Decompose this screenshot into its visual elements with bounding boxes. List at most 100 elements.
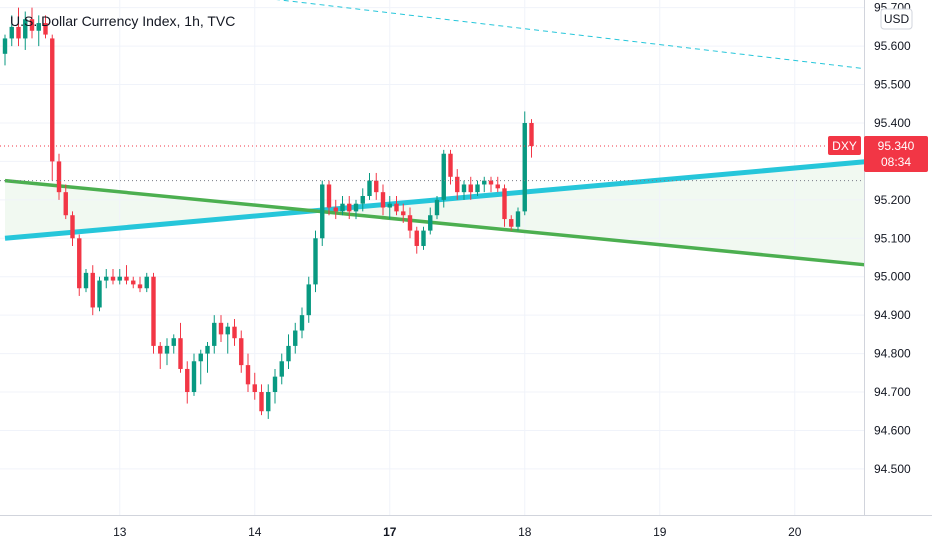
price-tick-label: 95.200 bbox=[874, 193, 911, 207]
candle bbox=[131, 276, 136, 289]
candle-body bbox=[293, 330, 298, 346]
candle-body bbox=[191, 361, 197, 393]
bar-countdown-text: 08:34 bbox=[881, 155, 911, 169]
candle-body bbox=[421, 230, 426, 246]
candle bbox=[502, 184, 507, 227]
candle-body bbox=[488, 180, 494, 185]
candle-body bbox=[401, 211, 406, 216]
candle-body bbox=[326, 184, 332, 208]
candle bbox=[259, 384, 264, 416]
time-tick-label: 19 bbox=[653, 525, 667, 539]
candle bbox=[340, 196, 345, 216]
candle bbox=[313, 230, 318, 293]
candle bbox=[124, 265, 129, 285]
candle bbox=[367, 172, 372, 200]
candle bbox=[144, 272, 149, 293]
candle bbox=[461, 180, 467, 200]
grid bbox=[0, 0, 864, 515]
candle bbox=[407, 207, 413, 239]
candle-body bbox=[340, 203, 345, 212]
symbol-badge bbox=[828, 136, 861, 155]
candle-body bbox=[56, 161, 62, 193]
currency-label[interactable]: USD bbox=[880, 8, 913, 30]
price-tick-label: 94.500 bbox=[874, 462, 911, 476]
candle bbox=[380, 184, 386, 216]
candle-body bbox=[212, 322, 217, 346]
candle bbox=[266, 384, 271, 419]
candle-body bbox=[63, 192, 68, 216]
candle bbox=[374, 172, 379, 200]
candle bbox=[522, 111, 527, 216]
candle bbox=[29, 7, 35, 39]
candle bbox=[495, 176, 500, 193]
candle-body bbox=[367, 180, 372, 197]
candle bbox=[326, 180, 332, 216]
price-axis-background bbox=[864, 0, 932, 550]
time-axis[interactable]: 13 14 17 18 19 20 bbox=[113, 525, 802, 539]
candle-body bbox=[205, 345, 210, 354]
candle bbox=[212, 315, 217, 354]
candle bbox=[191, 353, 197, 396]
price-tick-label: 94.600 bbox=[874, 423, 911, 437]
candle-body bbox=[50, 38, 55, 162]
candle-body bbox=[104, 276, 109, 281]
candle bbox=[218, 315, 224, 343]
symbol-badge-text: DXY bbox=[832, 139, 857, 153]
candle bbox=[56, 153, 62, 200]
candle bbox=[347, 196, 352, 220]
candle-body bbox=[482, 180, 487, 185]
candle-body bbox=[306, 284, 311, 316]
candle-body bbox=[36, 23, 41, 31]
candle-body bbox=[144, 276, 149, 289]
candle bbox=[83, 269, 89, 293]
price-tick-label: 95.000 bbox=[874, 270, 911, 284]
candle-body bbox=[185, 368, 190, 393]
candle-body bbox=[83, 272, 89, 289]
candle bbox=[455, 169, 460, 200]
candle-body bbox=[394, 203, 399, 212]
candle bbox=[320, 180, 325, 246]
candle-body bbox=[97, 280, 102, 308]
candle bbox=[137, 276, 143, 293]
candle bbox=[286, 334, 291, 369]
candle-body bbox=[353, 203, 359, 212]
price-tick-label: 95.100 bbox=[874, 231, 911, 245]
price-tick-label: 95.500 bbox=[874, 78, 911, 92]
candle bbox=[475, 180, 480, 197]
time-tick-label: 20 bbox=[788, 525, 802, 539]
candle-body bbox=[110, 276, 116, 281]
candle-body bbox=[320, 184, 325, 239]
candle-body bbox=[9, 26, 14, 39]
candle-body bbox=[252, 384, 257, 393]
candle bbox=[63, 184, 68, 220]
candle-body bbox=[529, 122, 534, 147]
price-tick-label: 94.700 bbox=[874, 385, 911, 399]
candle-body bbox=[495, 184, 500, 189]
candle-body bbox=[218, 322, 224, 335]
candle bbox=[164, 338, 170, 366]
candle-body bbox=[272, 376, 278, 393]
candle bbox=[77, 234, 82, 296]
trendline-green[interactable] bbox=[4, 178, 870, 267]
candle bbox=[293, 322, 298, 354]
candle-body bbox=[299, 315, 305, 331]
candle-body bbox=[434, 199, 440, 216]
candle-body bbox=[29, 19, 35, 31]
time-tick-label: 13 bbox=[113, 525, 127, 539]
candle bbox=[90, 265, 95, 316]
candle-body bbox=[509, 219, 514, 227]
candle-body bbox=[164, 345, 170, 354]
candle-body bbox=[387, 203, 392, 208]
last-price-text: 95.340 bbox=[878, 139, 915, 153]
candle-body bbox=[441, 153, 446, 200]
candle-body bbox=[347, 203, 352, 212]
candle bbox=[225, 322, 230, 354]
candle bbox=[50, 34, 55, 181]
candle-body bbox=[124, 276, 129, 281]
candle-body bbox=[374, 180, 379, 193]
candle bbox=[441, 149, 446, 208]
candle-body bbox=[502, 188, 507, 220]
candle bbox=[178, 322, 183, 373]
